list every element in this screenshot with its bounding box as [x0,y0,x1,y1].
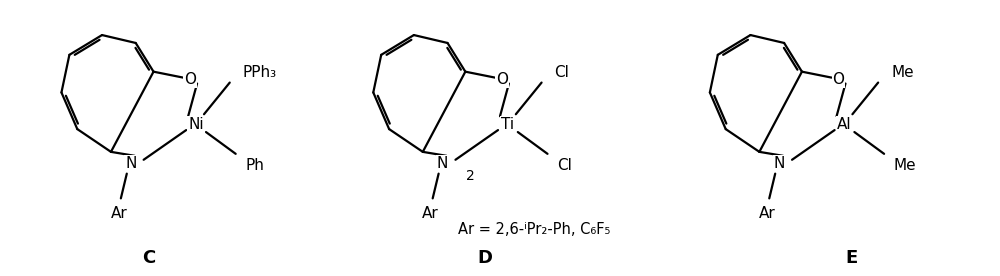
Text: Ph: Ph [246,158,264,173]
Text: Al: Al [837,117,852,132]
Text: Cl: Cl [557,158,572,173]
Text: Cl: Cl [554,65,569,80]
Text: O: O [496,72,508,87]
Text: PPh₃: PPh₃ [243,65,277,80]
Text: Me: Me [891,65,914,80]
Text: E: E [845,249,858,267]
Text: D: D [478,249,493,267]
Text: O: O [184,72,196,87]
Text: N: N [125,156,136,171]
Text: Ti: Ti [501,117,514,132]
Text: Ar = 2,6-ⁱPr₂-Ph, C₆F₅: Ar = 2,6-ⁱPr₂-Ph, C₆F₅ [458,222,611,237]
Text: 2: 2 [466,169,475,183]
Text: N: N [773,156,785,171]
Text: C: C [142,249,155,267]
Text: N: N [437,156,448,171]
Text: O: O [833,72,845,87]
Text: Ni: Ni [188,117,204,132]
Text: Ar: Ar [110,206,127,221]
Text: Me: Me [894,158,917,173]
Text: Ar: Ar [759,206,776,221]
Text: Ar: Ar [422,206,439,221]
